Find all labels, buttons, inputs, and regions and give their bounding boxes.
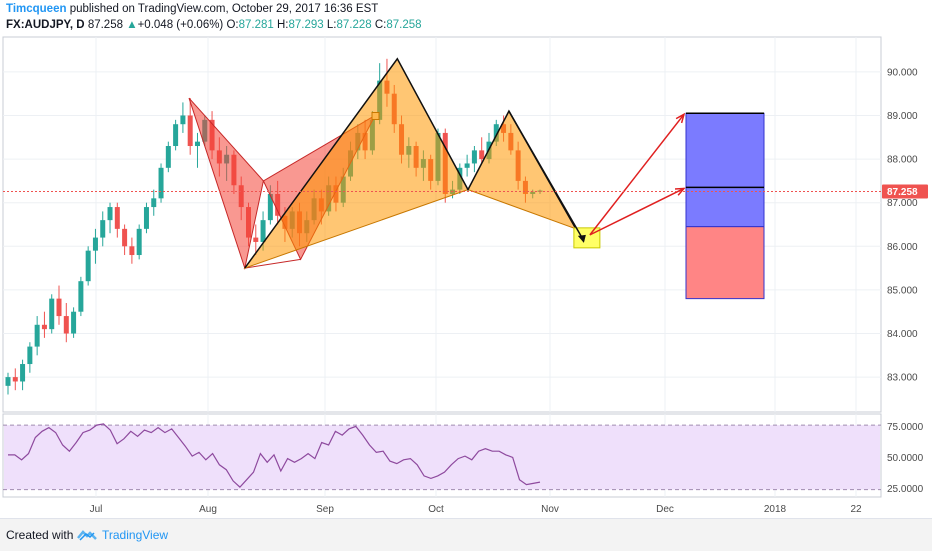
x-tick-label: Nov [541,504,559,515]
candle-body[interactable] [27,346,33,365]
candle-body[interactable] [194,141,200,147]
current-price-badge [882,184,928,199]
tradingview-brand-link[interactable]: TradingView [102,528,169,542]
high-label: H: [277,19,289,31]
red-pattern-triangle-xab [188,97,264,271]
x-tick-label: Oct [428,504,444,515]
target-zone-blue [685,112,765,228]
rsi-line[interactable] [8,423,541,488]
candle-body[interactable] [114,207,120,229]
candle-body[interactable] [180,115,186,125]
published-text: published on TradingView.com, October 29… [66,3,379,15]
candle-body[interactable] [107,207,113,221]
low-label: L: [326,19,337,31]
rsi-band [4,425,880,490]
y-tick-label: 87.000 [887,198,918,209]
x-tick-label: Aug [199,504,217,515]
candle-body[interactable] [41,324,47,330]
open-label: O: [226,19,239,31]
high-value: 87.293 [288,19,324,31]
stop-zone-red [685,226,765,300]
author-name[interactable]: Timcqueen [6,3,67,15]
y-tick-label: 84.000 [887,329,918,340]
price-change: +0.048 (+0.06%) [137,19,224,31]
open-value: 87.281 [238,19,274,31]
symbol-info: FX:AUDJPY, D 87.258 ▲+0.048 (+0.06%) O:8… [6,19,422,31]
candle-body[interactable] [5,377,11,386]
candle-body[interactable] [260,220,266,242]
x-tick-label: Jul [90,504,103,515]
tradingview-logo-icon [77,530,97,541]
projection-arrow [589,113,685,236]
candle-body[interactable] [158,167,164,199]
candle-body[interactable] [12,377,18,382]
candle-body[interactable] [493,124,499,142]
candle-body[interactable] [34,324,40,347]
candle-body[interactable] [471,150,477,164]
projection-arrow [589,187,685,236]
candle-body[interactable] [71,311,77,334]
candle-body[interactable] [143,207,149,229]
y-tick-label: 90.000 [887,67,918,78]
candle-body[interactable] [136,228,142,256]
candle-body[interactable] [464,163,470,168]
x-tick-label: Sep [316,504,334,515]
candle-body[interactable] [49,298,55,330]
candle-body[interactable] [479,150,485,160]
created-with-text: Created with [6,528,74,542]
y-tick-label: 85.000 [887,285,918,296]
candle-body[interactable] [187,115,193,147]
y-tick-label: 88.000 [887,155,918,166]
change-arrow-icon: ▲ [126,19,138,31]
price-chart[interactable]: Jul Aug Sep Oct Nov Dec 2018 22 90.000 89.000 88.0… [0,0,932,518]
current-price-label: 87.258 [887,187,918,198]
d-point-arrowhead [577,234,586,243]
low-value: 87.228 [336,19,372,31]
close-label: C: [374,19,387,31]
projection-arrowhead [675,112,686,124]
candle-body[interactable] [165,146,171,168]
close-value: 87.258 [386,19,422,31]
rsi-tick-label: 50.0000 [887,453,924,464]
candle-body[interactable] [151,198,157,208]
red-pattern-end-marker [371,111,380,120]
candle-body[interactable] [267,193,273,221]
red-pattern-base [244,258,301,269]
candle-body[interactable] [92,237,98,251]
candle-body[interactable] [63,316,69,334]
x-tick-label: 2018 [764,504,787,515]
d-point-arrow [508,110,585,242]
rsi-tick-label: 75.0000 [887,422,924,433]
candle-body[interactable] [78,281,84,312]
candle-body[interactable] [129,246,135,256]
y-tick-label: 89.000 [887,111,918,122]
rsi-tick-label: 25.0000 [887,484,924,495]
symbol-label: FX:AUDJPY, D [6,19,85,31]
candle-body[interactable] [173,124,179,147]
candle-body[interactable] [100,220,106,238]
candle-body[interactable] [20,364,26,382]
projection-arrowhead [674,187,686,196]
last-price: 87.258 [87,19,123,31]
x-tick-label: 22 [850,504,862,515]
y-tick-label: 86.000 [887,242,918,253]
x-tick-label: Dec [656,504,674,515]
candle-body[interactable] [56,298,62,317]
candle-body[interactable] [253,237,259,242]
candle-body[interactable] [122,228,128,247]
publish-info: Timcqueen published on TradingView.com, … [6,3,378,15]
footer-bar: Created with TradingView [0,518,932,551]
y-tick-label: 83.000 [887,373,918,384]
candle-body[interactable] [85,250,91,282]
